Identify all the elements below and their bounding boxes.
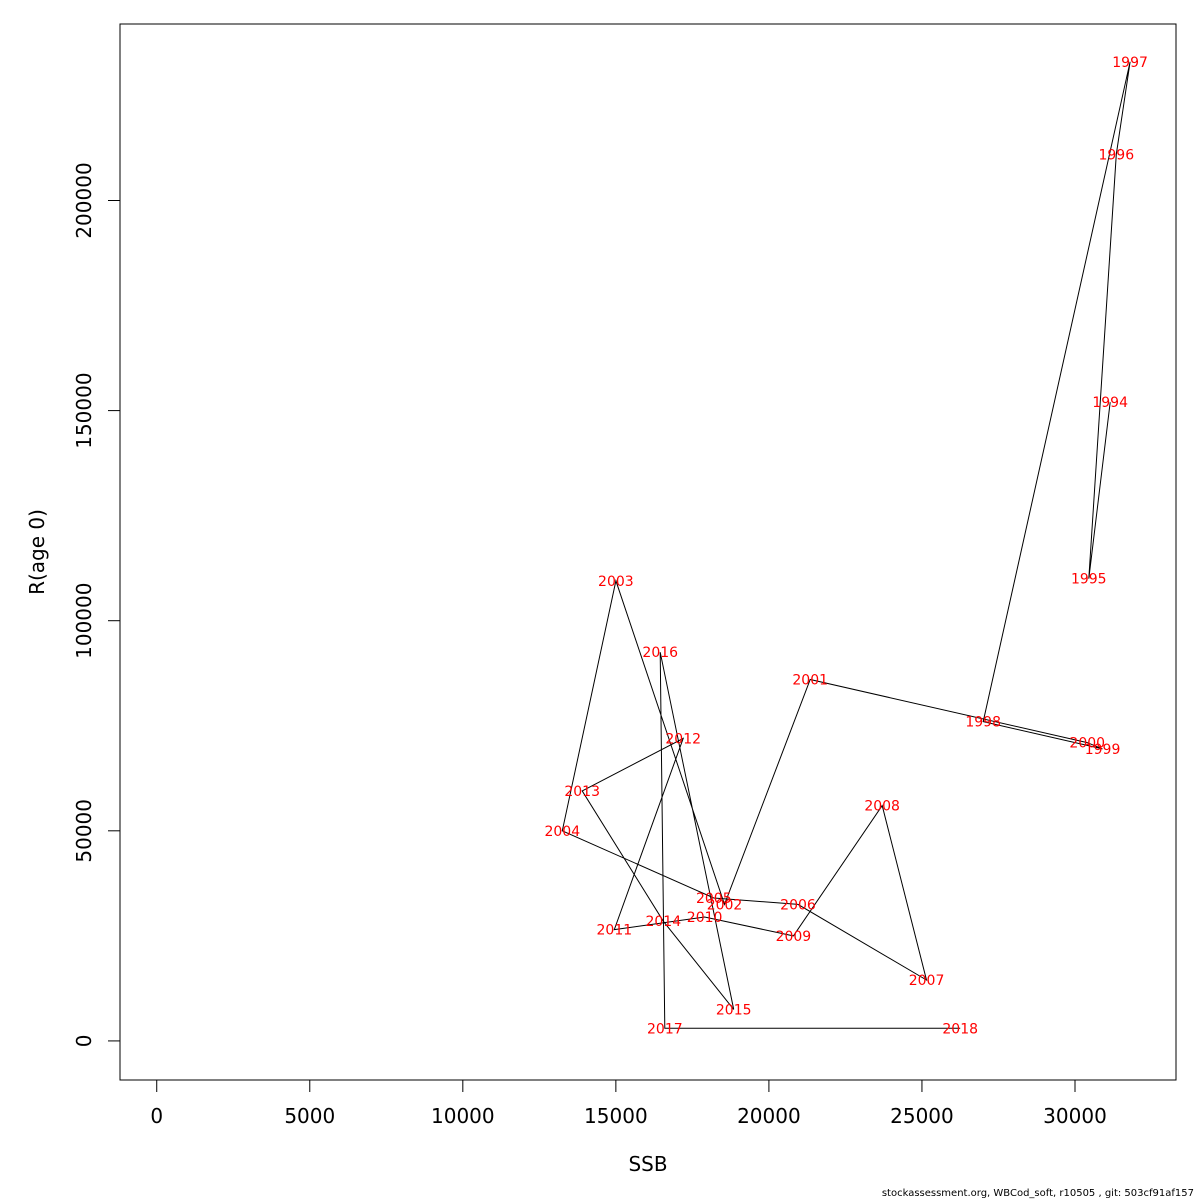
year-label-2005: 2005: [696, 891, 732, 907]
year-label-2018: 2018: [942, 1021, 978, 1037]
year-label-2008: 2008: [864, 799, 900, 815]
x-axis-title: SSB: [628, 1152, 667, 1176]
x-tick-label: 15000: [584, 1104, 648, 1128]
x-axis: 0 5000 10000 15000 20000 25000 30000: [150, 1079, 1107, 1128]
year-label-2004: 2004: [544, 824, 580, 840]
year-label-2016: 2016: [642, 645, 678, 661]
x-tick-label: 30000: [1043, 1104, 1107, 1128]
year-label-2006: 2006: [780, 897, 816, 913]
y-tick-label: 0: [72, 1035, 96, 1048]
year-label-2002: 2002: [707, 897, 743, 913]
year-label-1999: 1999: [1085, 742, 1121, 758]
footer-credit: stockassessment.org, WBCod_soft, r10505 …: [881, 1188, 1194, 1199]
y-tick-label: 200000: [72, 162, 96, 238]
year-label-2014: 2014: [645, 914, 681, 930]
trajectory-polyline: [561, 61, 1131, 1029]
year-label-1994: 1994: [1092, 395, 1128, 411]
year-label-2003: 2003: [598, 574, 634, 590]
y-tick-label: 100000: [72, 583, 96, 659]
year-label-2009: 2009: [776, 929, 812, 945]
year-label-2011: 2011: [597, 923, 633, 939]
y-tick-label: 50000: [72, 799, 96, 863]
x-tick-label: 25000: [890, 1104, 954, 1128]
year-label-1998: 1998: [965, 715, 1001, 731]
x-tick-label: 10000: [431, 1104, 495, 1128]
trajectory-line: [561, 61, 1131, 1029]
y-tick-label: 150000: [72, 372, 96, 448]
year-label-2000: 2000: [1069, 736, 1105, 752]
year-label-2013: 2013: [564, 784, 600, 800]
y-axis: 0 50000 100000 150000 200000: [72, 162, 121, 1048]
x-tick-label: 5000: [284, 1104, 335, 1128]
year-label-2007: 2007: [909, 973, 945, 989]
year-label-2012: 2012: [665, 731, 701, 747]
year-label-1996: 1996: [1098, 147, 1134, 163]
x-tick-label: 0: [150, 1104, 163, 1128]
year-label-2015: 2015: [716, 1002, 752, 1018]
year-label-2010: 2010: [687, 910, 723, 926]
year-label-2017: 2017: [647, 1021, 683, 1037]
year-label-1995: 1995: [1071, 572, 1107, 588]
x-tick-label: 20000: [737, 1104, 801, 1128]
year-label-2001: 2001: [792, 673, 828, 689]
year-label-1997: 1997: [1112, 55, 1148, 71]
y-axis-title: R(age 0): [25, 509, 49, 595]
